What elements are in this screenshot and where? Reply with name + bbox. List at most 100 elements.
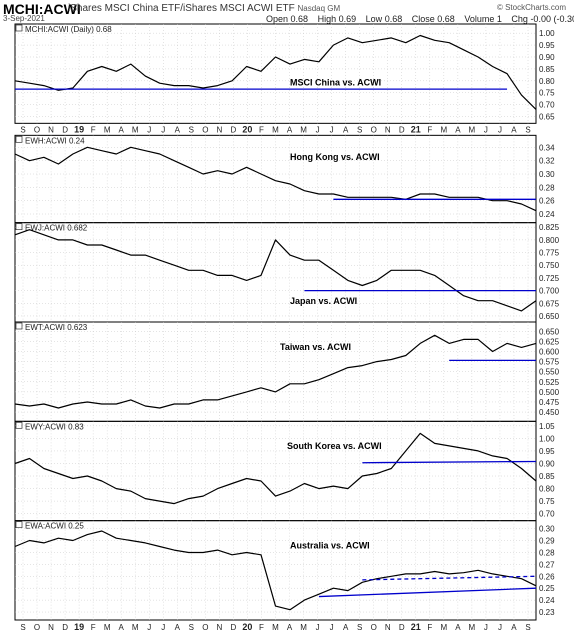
x-tick-label: D	[399, 125, 405, 134]
high-label: High	[317, 14, 337, 24]
x-tick-label: S	[20, 623, 25, 632]
trend-line	[362, 460, 537, 464]
x-tick-label: 19	[74, 622, 84, 632]
x-tick-label: J	[316, 623, 320, 632]
x-tick-label: D	[231, 623, 237, 632]
x-tick-label: M	[272, 623, 279, 632]
y-tick-label: 0.30	[539, 525, 555, 534]
x-tick-label: J	[161, 125, 165, 134]
panel-legend: EWT:ACWI 0.623	[25, 323, 88, 332]
y-tick-label: 0.25	[539, 584, 555, 593]
x-tick-label: M	[469, 623, 476, 632]
panel-legend: MCHI:ACWI (Daily) 0.68	[25, 25, 112, 34]
x-tick-label: S	[189, 125, 194, 134]
x-tick-label: A	[343, 623, 349, 632]
x-tick-label: J	[330, 623, 334, 632]
chg-value: -0.00 (-0.30%)	[530, 14, 574, 24]
panel-legend: EWJ:ACWI 0.682	[25, 224, 88, 233]
x-tick-label: O	[371, 125, 377, 134]
chart-description: iShares MSCI China ETF/iShares MSCI ACWI…	[68, 3, 340, 14]
series-line	[14, 34, 537, 110]
legend-swatch	[15, 421, 23, 429]
y-tick-label: 0.700	[539, 287, 560, 296]
x-tick-label: F	[259, 125, 264, 134]
brand-label: © StockCharts.com	[496, 3, 566, 12]
x-tick-label: O	[202, 623, 208, 632]
y-tick-label: 0.70	[539, 510, 555, 519]
y-tick-label: 0.30	[539, 170, 555, 179]
ohlc-readout: Open 0.68 High 0.69 Low 0.68 Close 0.68 …	[266, 14, 574, 24]
y-tick-label: 0.70	[539, 101, 555, 110]
x-tick-label: M	[132, 125, 139, 134]
y-tick-label: 0.550	[539, 368, 560, 377]
x-tick-label: A	[343, 125, 349, 134]
x-tick-label: A	[175, 623, 181, 632]
x-tick-label: D	[62, 623, 68, 632]
series-line	[14, 334, 537, 409]
y-tick-label: 0.24	[539, 210, 555, 219]
y-tick-label: 0.600	[539, 347, 560, 356]
panel-annotation: Taiwan vs. ACWI	[280, 342, 351, 352]
y-tick-label: 0.800	[539, 236, 560, 245]
panel-annotation: Australia vs. ACWI	[290, 540, 370, 550]
y-tick-label: 0.24	[539, 596, 555, 605]
x-tick-label: J	[484, 623, 488, 632]
x-tick-label: M	[132, 623, 139, 632]
y-tick-label: 0.500	[539, 388, 560, 397]
x-tick-label: N	[216, 623, 222, 632]
y-tick-label: 0.450	[539, 408, 560, 417]
x-tick-label: J	[484, 125, 488, 134]
close-value: 0.68	[437, 14, 455, 24]
y-tick-label: 1.00	[539, 29, 555, 38]
y-tick-label: 0.90	[539, 459, 555, 468]
chart-symbol: MCHI:ACWI	[3, 1, 81, 17]
x-tick-label: A	[511, 125, 517, 134]
x-tick-label: M	[469, 125, 476, 134]
panel-annotation: MSCI China vs. ACWI	[290, 78, 381, 88]
y-tick-label: 0.27	[539, 560, 555, 569]
y-tick-label: 0.65	[539, 113, 555, 122]
x-tick-label: S	[357, 623, 362, 632]
x-tick-label: 19	[74, 124, 84, 134]
panel-annotation: Japan vs. ACWI	[290, 296, 357, 306]
y-tick-label: 0.28	[539, 548, 555, 557]
legend-swatch	[15, 322, 23, 330]
x-tick-label: F	[427, 125, 432, 134]
y-tick-label: 0.90	[539, 53, 555, 62]
chart-header: MCHI:ACWI iShares MSCI China ETF/iShares…	[0, 0, 574, 26]
y-tick-label: 0.85	[539, 65, 555, 74]
x-tick-label: M	[104, 125, 111, 134]
x-tick-label: S	[357, 125, 362, 134]
x-tick-label: A	[287, 623, 293, 632]
panel-legend: EWH:ACWI 0.24	[25, 136, 85, 145]
x-tick-label: O	[202, 125, 208, 134]
y-tick-label: 0.75	[539, 497, 555, 506]
x-tick-label: O	[371, 623, 377, 632]
volume-label: Volume	[464, 14, 495, 24]
x-tick-label: S	[525, 623, 530, 632]
y-tick-label: 0.650	[539, 312, 560, 321]
y-tick-label: 0.32	[539, 157, 555, 166]
legend-swatch	[15, 24, 23, 32]
x-tick-label: M	[272, 125, 279, 134]
x-tick-label: A	[119, 125, 125, 134]
y-tick-label: 0.525	[539, 378, 560, 387]
exchange-label: Nasdaq GM	[297, 4, 341, 13]
y-tick-label: 0.75	[539, 89, 555, 98]
x-tick-label: F	[427, 623, 432, 632]
y-tick-label: 1.05	[539, 422, 555, 431]
x-tick-label: N	[216, 125, 222, 134]
x-tick-label: N	[48, 623, 54, 632]
panel-legend: EWY:ACWI 0.83	[25, 422, 84, 431]
x-tick-label: D	[231, 125, 237, 134]
y-tick-label: 0.675	[539, 299, 560, 308]
legend-swatch	[15, 135, 23, 143]
x-tick-label: O	[34, 623, 40, 632]
y-tick-label: 0.85	[539, 472, 555, 481]
y-tick-label: 0.28	[539, 183, 555, 192]
x-tick-label: S	[20, 125, 25, 134]
low-value: 0.68	[384, 14, 403, 24]
x-tick-label: J	[316, 125, 320, 134]
y-tick-label: 0.34	[539, 143, 555, 152]
